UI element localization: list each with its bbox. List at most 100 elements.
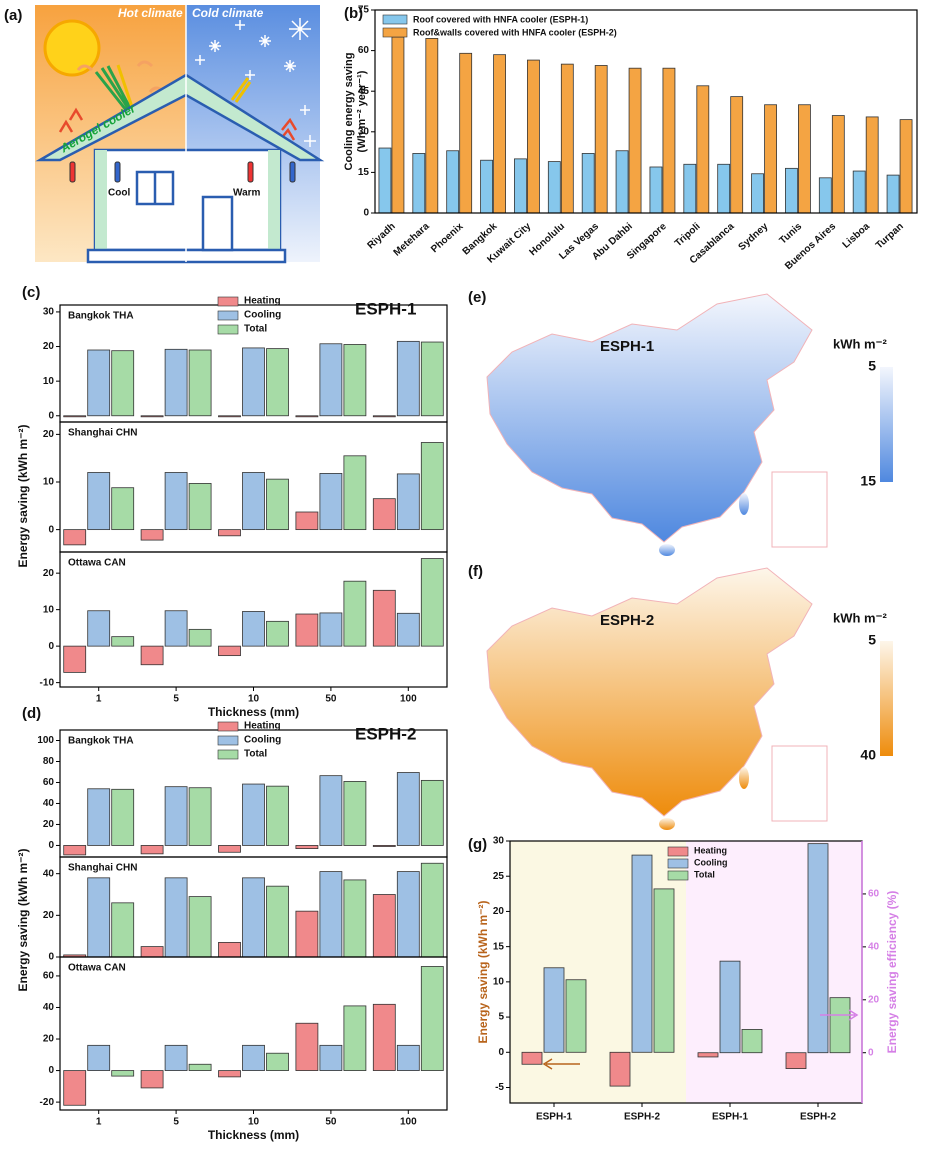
bar bbox=[242, 472, 265, 531]
bar bbox=[188, 896, 212, 958]
y-tick-label: 0 bbox=[868, 1047, 874, 1058]
colorbar-tick-label: 5 bbox=[868, 358, 876, 374]
bar bbox=[420, 558, 444, 647]
bar bbox=[343, 781, 367, 846]
bar bbox=[266, 885, 289, 958]
bar bbox=[218, 942, 241, 958]
map-title: ESPH-1 bbox=[600, 338, 654, 355]
legend-label: Cooling bbox=[244, 735, 281, 746]
legend-label: Total bbox=[244, 324, 267, 335]
x-tick-label: 100 bbox=[400, 694, 417, 705]
background bbox=[686, 841, 862, 1103]
y-tick-label: 45 bbox=[358, 86, 370, 97]
x-tick-label: 5 bbox=[173, 1117, 179, 1128]
panel-label: (b) bbox=[344, 5, 363, 22]
y-tick-label: 40 bbox=[43, 798, 55, 809]
legend-swatch bbox=[667, 870, 689, 881]
reflection bbox=[230, 77, 252, 103]
bar bbox=[631, 854, 653, 1053]
bar bbox=[164, 610, 188, 647]
x-tick-label: ESPH-2 bbox=[800, 1112, 837, 1123]
y-tick-label: 20 bbox=[43, 429, 55, 440]
island bbox=[659, 544, 675, 556]
bar bbox=[87, 472, 111, 531]
bar bbox=[615, 150, 629, 214]
legend-label: Roof&walls covered with HNFA cooler (ESP… bbox=[413, 27, 617, 37]
panel-label: (f) bbox=[468, 563, 483, 580]
y-tick-label: 20 bbox=[493, 906, 505, 917]
y-tick-label: 15 bbox=[493, 941, 505, 952]
y-tick-label: 75 bbox=[358, 5, 370, 16]
bar bbox=[372, 498, 396, 531]
bar bbox=[831, 115, 845, 214]
cold-label: Cold climate bbox=[192, 6, 264, 20]
x-tick-label: Turpan bbox=[874, 221, 906, 251]
bar bbox=[87, 877, 111, 958]
legend-swatch bbox=[217, 296, 239, 307]
x-tick-label: Riyadh bbox=[366, 221, 398, 251]
bar bbox=[295, 613, 319, 647]
x-tick-label: Lisboa bbox=[841, 221, 873, 251]
bar bbox=[717, 163, 731, 214]
island bbox=[659, 818, 675, 830]
bar bbox=[343, 580, 367, 647]
bar bbox=[514, 158, 527, 214]
bar bbox=[899, 119, 913, 214]
bar bbox=[628, 67, 642, 214]
x-axis-label: Thickness (mm) bbox=[208, 705, 299, 719]
bar bbox=[295, 415, 319, 418]
thermometer bbox=[69, 161, 76, 183]
y-axis-label: Energy saving (kWh m⁻²) bbox=[16, 424, 30, 567]
y-tick-label: 15 bbox=[358, 167, 370, 178]
legend-swatch bbox=[667, 858, 689, 869]
y-tick-label: 40 bbox=[868, 941, 880, 952]
bar bbox=[111, 350, 135, 417]
y-tick-label: 0 bbox=[48, 410, 54, 421]
x-axis-label: Thickness (mm) bbox=[208, 1128, 299, 1142]
y-tick-label: 0 bbox=[498, 1047, 504, 1058]
bar bbox=[164, 786, 188, 846]
subplot-title: Bangkok THA bbox=[68, 736, 134, 747]
bar bbox=[785, 167, 798, 214]
y-tick-label: 60 bbox=[868, 889, 880, 900]
y-tick-label: 10 bbox=[43, 604, 55, 615]
bar bbox=[140, 529, 164, 541]
bar bbox=[319, 343, 343, 417]
bar bbox=[662, 67, 676, 214]
island bbox=[739, 767, 749, 789]
bar bbox=[295, 845, 319, 850]
bar bbox=[730, 96, 744, 214]
bar bbox=[188, 787, 212, 846]
bar bbox=[372, 845, 396, 847]
bar bbox=[560, 63, 574, 214]
bar bbox=[565, 979, 587, 1053]
y-tick-label: 30 bbox=[43, 307, 55, 318]
bar bbox=[319, 612, 343, 647]
bar bbox=[164, 348, 188, 417]
subplot-title: Ottawa CAN bbox=[68, 558, 126, 569]
colorbar-tick-label: 40 bbox=[860, 747, 876, 763]
y-tick-label: 0 bbox=[48, 1065, 54, 1076]
inset bbox=[771, 471, 828, 548]
legend-label: Cooling bbox=[244, 310, 281, 321]
bar bbox=[886, 174, 900, 214]
legend-swatch bbox=[217, 749, 239, 760]
bar bbox=[140, 645, 164, 666]
bar bbox=[547, 161, 561, 214]
warm-label: Warm bbox=[233, 188, 261, 199]
legend-label: Cooling bbox=[694, 857, 728, 867]
bar bbox=[420, 442, 444, 531]
bar bbox=[425, 38, 439, 214]
legend-label: Heating bbox=[694, 845, 727, 855]
thermometer bbox=[114, 161, 121, 183]
cool-label: Cool bbox=[108, 188, 130, 199]
y-tick-label: 60 bbox=[43, 971, 55, 982]
bar bbox=[343, 879, 367, 958]
bar bbox=[527, 59, 540, 214]
bar bbox=[266, 1052, 289, 1071]
bar bbox=[829, 997, 851, 1054]
colorbar-title: kWh m⁻² bbox=[833, 610, 887, 625]
bar bbox=[343, 344, 367, 417]
bar bbox=[87, 1044, 111, 1071]
y-axis-label: Cooling energy saving bbox=[343, 53, 355, 171]
